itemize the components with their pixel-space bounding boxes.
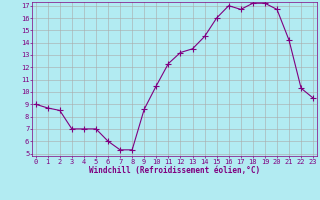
X-axis label: Windchill (Refroidissement éolien,°C): Windchill (Refroidissement éolien,°C)	[89, 166, 260, 175]
